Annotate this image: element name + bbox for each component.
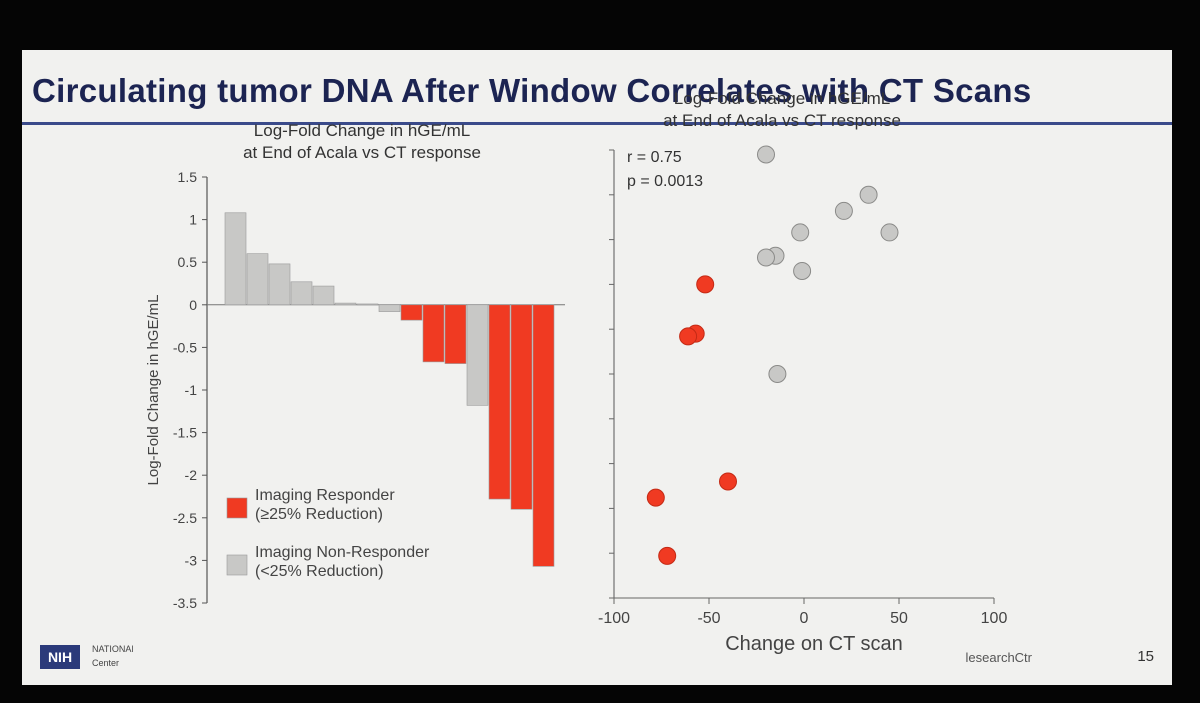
- bar-y-tick-label: 1: [189, 212, 197, 228]
- scatter-chart-axes: -100 -50 0 50 100 Change on CT scan: [598, 149, 1008, 655]
- scatter-point-4: [791, 223, 810, 242]
- scatter-point-12: [679, 327, 698, 346]
- bar-9: [400, 304, 423, 321]
- bar-12: [466, 304, 489, 406]
- bar-chart-title-line2: at End of Acala vs CT response: [243, 143, 481, 162]
- slide-page-number: 15: [1137, 648, 1154, 665]
- bar-4: [290, 281, 313, 306]
- bar-chart-title-line1: Log-Fold Change in hGE/mL: [253, 121, 471, 140]
- scatter-x-tick-label: -100: [598, 610, 630, 627]
- bar-y-tick-label: 1.5: [178, 169, 198, 185]
- bar-14: [510, 304, 533, 510]
- scatter-x-tick-label: 0: [800, 610, 809, 627]
- scatter-chart-annotations: r = 0.75 p = 0.0013: [627, 149, 703, 190]
- presentation-slide: Circulating tumor DNA After Window Corre…: [22, 50, 1172, 685]
- legend-label-responder: Imaging Responder: [255, 487, 395, 504]
- bar-3: [268, 263, 291, 306]
- scatter-x-tick-label: 50: [890, 610, 908, 627]
- bar-y-tick-label: -3: [185, 552, 198, 568]
- scatter-chart-title-line1: Log-Fold Change in hGE/mL: [673, 89, 891, 108]
- scatter-point-10: [696, 275, 715, 294]
- waterfall-bar-chart: 1.5 1 0.5 0 -0.5 -1 -1.5 -2 -2.5 -3 -3.5 Log-Fold C…: [145, 145, 1008, 655]
- scatter-chart-title-line2: at End of Acala vs CT response: [663, 111, 901, 130]
- bar-15: [532, 304, 555, 567]
- title-divider: [22, 122, 1172, 125]
- bar-chart-title: Log-Fold Change in hGE/mL at End of Acal…: [192, 120, 532, 164]
- bar-y-tick-label: -1: [185, 382, 198, 398]
- bar-y-tick-label: -3.5: [173, 595, 197, 611]
- bar-y-tick-label: 0: [189, 297, 197, 313]
- scatter-point-7: [757, 248, 775, 267]
- footer-org-line1: NATIONAl: [92, 644, 134, 654]
- scatter-x-tick-label: -50: [697, 610, 720, 627]
- correlation-p-label: p = 0.0013: [627, 173, 703, 190]
- bar-y-tick-label: -2: [185, 467, 198, 483]
- bar-8: [378, 304, 401, 312]
- footer-org-line2: Center: [92, 658, 120, 668]
- scatter-point-2: [859, 185, 878, 204]
- legend-label-non_responder: Imaging Non-Responder: [255, 544, 430, 561]
- legend-swatch-responder: [226, 497, 248, 519]
- nih-logo: NIH: [40, 645, 80, 669]
- bar-y-tick-label: -0.5: [173, 339, 197, 355]
- legend-swatch-non_responder: [226, 554, 248, 576]
- bar-chart-axes: 1.5 1 0.5 0 -0.5 -1 -1.5 -2 -2.5 -3 -3.5 Log-Fold C…: [145, 169, 565, 611]
- legend-sublabel-responder: (≥25% Reduction): [255, 506, 383, 523]
- scatter-point-5: [880, 223, 899, 242]
- scatter-x-tick-label: 100: [981, 610, 1008, 627]
- scatter-x-axis-label: Change on CT scan: [725, 633, 903, 655]
- bar-5: [312, 285, 335, 306]
- bar-6: [334, 302, 357, 306]
- bar-y-tick-label: -1.5: [173, 425, 197, 441]
- scatter-chart-points: [646, 145, 899, 565]
- bar-chart-bars: [224, 212, 555, 567]
- slide-title: Circulating tumor DNA After Window Corre…: [32, 72, 1032, 109]
- bar-10: [422, 304, 445, 363]
- legend-sublabel-non_responder: (<25% Reduction): [255, 563, 384, 580]
- bar-y-tick-label: -2.5: [173, 510, 197, 526]
- bar-13: [488, 304, 511, 500]
- scatter-point-3: [834, 201, 853, 220]
- scatter-point-9: [768, 365, 787, 383]
- scatter-point-8: [793, 261, 812, 280]
- bar-y-axis-label: Log-Fold Change in hGE/mL: [145, 295, 162, 486]
- bar-11: [444, 304, 467, 364]
- scatter-point-14: [646, 488, 665, 507]
- bar-y-tick-label: 0.5: [178, 254, 198, 270]
- bar-7: [356, 303, 379, 306]
- footer-organization: NATIONAl Center: [92, 642, 133, 670]
- footer-social-handle: lesearchCtr: [965, 650, 1032, 665]
- correlation-r-label: r = 0.75: [627, 149, 682, 166]
- scatter-point-15: [658, 546, 677, 565]
- scatter-chart-title: Log-Fold Change in hGE/mL at End of Acal…: [612, 88, 952, 132]
- scatter-point-13: [719, 472, 737, 491]
- scatter-point-1: [757, 145, 775, 164]
- bar-1: [224, 212, 247, 306]
- bar-2: [246, 253, 269, 306]
- bar-chart-legend: Imaging Responder (≥25% Reduction) Imaging…: [226, 487, 430, 580]
